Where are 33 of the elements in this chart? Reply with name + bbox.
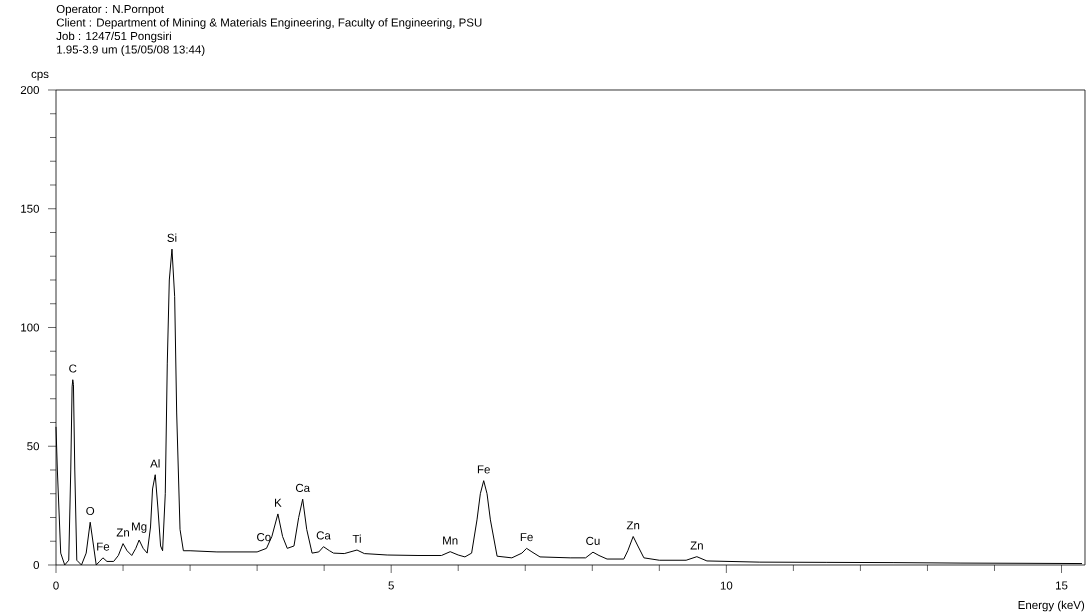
annotation: Zn (690, 541, 703, 550)
text: Job : 1247/51 Pongsiri (56, 31, 171, 43)
annotation: Ca (295, 483, 311, 492)
annotation: Zn (116, 528, 130, 537)
x-tick-label: 10 (720, 581, 733, 590)
y-tick-label: 150 (21, 204, 40, 213)
y-tick-label: 200 (20, 85, 40, 95)
x-axis-title: Energy (keV) (1018, 600, 1085, 612)
text: 1.95-3.9 um (15/05/08 13:44) (57, 45, 205, 56)
annotation: O (86, 506, 95, 516)
annotation: C (69, 364, 77, 373)
annotation: Ca (316, 531, 331, 540)
x-tick-label: 5 (388, 581, 394, 590)
annotation: K (275, 498, 282, 507)
x-tick-label: 0 (53, 581, 59, 590)
annotation: Cu (586, 536, 600, 545)
y-tick-label: 100 (21, 323, 40, 332)
annotation: Ti (352, 534, 361, 543)
annotation: Fe (520, 533, 533, 542)
text: Client : Department of Mining & Materials Engineering, Faculty of Engineering, PSU (56, 18, 482, 29)
y-tick-label: 50 (27, 442, 40, 451)
y-axis-title: cps (31, 71, 49, 81)
annotation: Mn (443, 536, 458, 545)
y-tick-label: 0 (33, 560, 40, 570)
annotation: Mg (132, 522, 147, 533)
annotation: Si (167, 233, 177, 242)
annotation: Fe (477, 465, 490, 474)
annotation: Al (150, 459, 160, 468)
annotation: Zn (626, 521, 640, 530)
text: Operator : N.Pornpot (56, 4, 164, 16)
annotation: Fe (97, 542, 110, 551)
annotation: Co (257, 533, 271, 542)
x-tick-label: 15 (1056, 581, 1068, 590)
